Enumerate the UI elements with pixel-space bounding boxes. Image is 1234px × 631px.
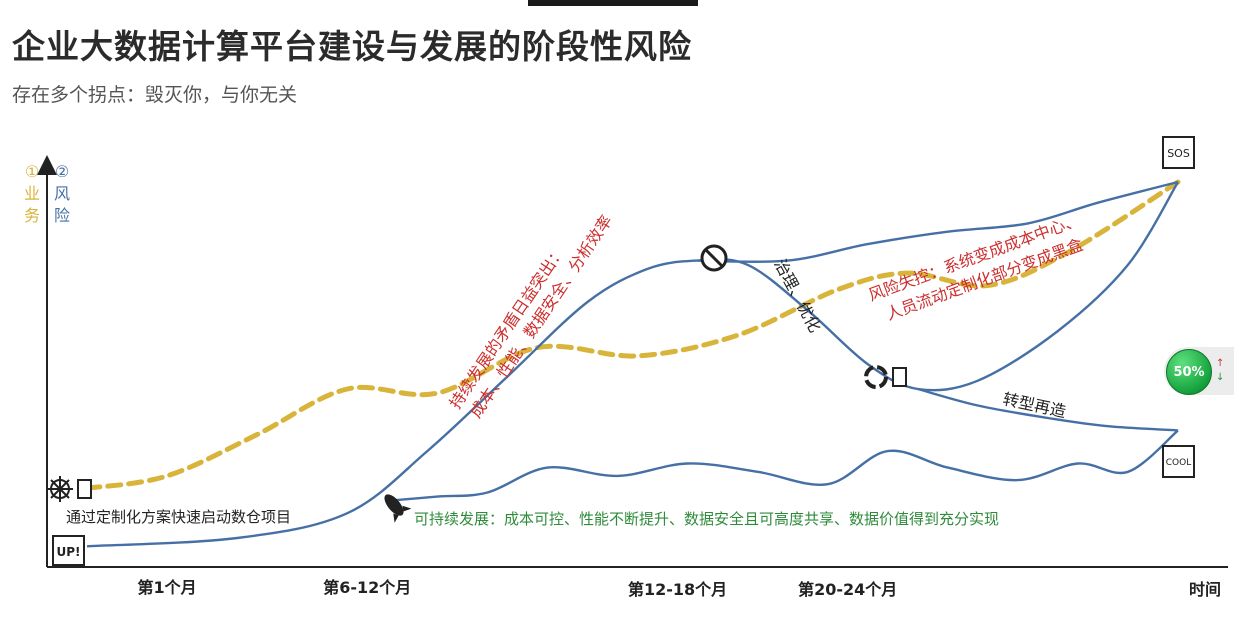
series-sustainable-line — [387, 429, 1179, 502]
x-tick-label: 第12-18个月 — [628, 580, 727, 599]
top-bar — [528, 0, 698, 6]
sos-badge: SOS — [1162, 136, 1195, 169]
zoom-level-button[interactable]: 50% — [1166, 349, 1212, 395]
flag-box-icon — [77, 479, 92, 499]
legend-business: ① 业 务 — [24, 162, 40, 225]
recycle-icon — [864, 365, 888, 389]
annotation-sustainable: 可持续发展：成本可控、性能不断提升、数据安全且可高度共享、数据价值得到充分实现 — [414, 510, 999, 528]
svg-text:②: ② — [55, 162, 69, 181]
annotation-governance: 治理、优化 — [770, 256, 824, 336]
x-tick-label: 第6-12个月 — [323, 578, 411, 597]
svg-text:成本、性能、数据安全、分析效率: 成本、性能、数据安全、分析效率 — [466, 212, 616, 422]
svg-text:务: 务 — [24, 206, 40, 225]
page-subtitle: 存在多个拐点：毁灭你，与你无关 — [12, 84, 298, 106]
ship-wheel-icon — [47, 476, 73, 502]
x-axis-label: 时间 — [1189, 580, 1221, 599]
svg-text:持续发展的矛盾日益突出：: 持续发展的矛盾日益突出： — [446, 242, 569, 412]
svg-text:风: 风 — [54, 184, 70, 203]
svg-text:SOS: SOS — [1167, 147, 1190, 160]
prohibited-icon — [700, 244, 728, 272]
series-business-line — [84, 179, 1181, 491]
svg-text:UP!: UP! — [56, 545, 80, 559]
svg-text:业: 业 — [24, 184, 40, 203]
cool-badge: COOL — [1162, 445, 1195, 478]
zoom-up-arrow-icon[interactable]: ↑ — [1216, 358, 1225, 369]
zoom-widget[interactable]: 50% ↑ ↓ — [1164, 347, 1234, 395]
turning-box-icon — [892, 367, 907, 387]
annotation-start-project: 通过定制化方案快速启动数仓项目 — [66, 508, 291, 526]
up-badge: UP! — [52, 535, 85, 566]
x-tick-label: 第20-24个月 — [798, 580, 897, 599]
x-tick-label: 第1个月 — [138, 578, 197, 597]
page-title: 企业大数据计算平台建设与发展的阶段性风险 — [12, 27, 692, 66]
svg-text:COOL: COOL — [1166, 458, 1191, 468]
series-risk-transform-line — [917, 387, 1179, 432]
series-risk-upper-line — [697, 180, 1179, 264]
svg-text:①: ① — [25, 162, 39, 181]
legend-risk: ② 风 险 — [54, 162, 70, 225]
zoom-down-arrow-icon[interactable]: ↓ — [1216, 372, 1225, 383]
rocket-icon — [384, 494, 412, 523]
annotation-stage-contradiction: 持续发展的矛盾日益突出： 成本、性能、数据安全、分析效率 — [446, 212, 616, 422]
svg-text:险: 险 — [54, 206, 70, 225]
